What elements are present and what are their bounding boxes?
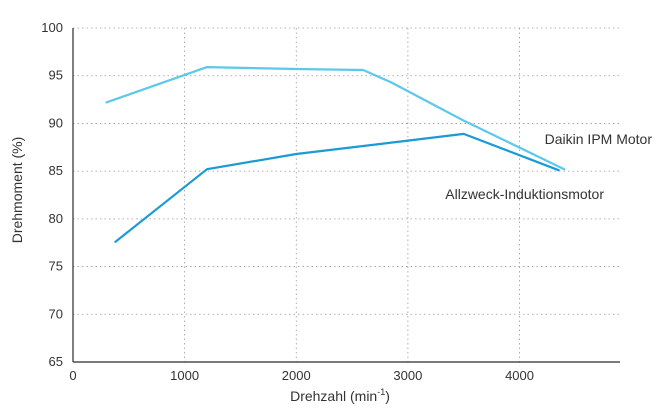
x-axis-title-superscript: -1 <box>377 387 385 397</box>
y-tick-label-100: 100 <box>41 20 63 35</box>
y-tick-label-95: 95 <box>49 68 63 83</box>
x-axis-title-close: ) <box>385 388 390 404</box>
series-line-allzweck-induktionsmotor <box>114 132 560 243</box>
series-lines <box>105 65 566 243</box>
x-tick-label-3000: 3000 <box>393 368 422 383</box>
y-tick-label-90: 90 <box>49 115 63 130</box>
grid <box>73 27 620 362</box>
series-label-allzweck-induktionsmotor: Allzweck-Induktionsmotor <box>445 186 604 202</box>
x-tick-labels: 0 1000 2000 3000 4000 <box>69 368 534 383</box>
y-tick-label-75: 75 <box>49 259 63 274</box>
x-axis-title: Drehzahl (min-1) <box>290 387 390 404</box>
axes <box>72 28 620 363</box>
series-line-daikin-ipm-motor <box>105 65 566 171</box>
series-labels: Daikin IPM Motor Allzweck-Induktionsmotor <box>445 131 652 202</box>
y-axis-title: Drehmoment (%) <box>9 137 25 244</box>
series-label-daikin-ipm-motor: Daikin IPM Motor <box>545 131 653 147</box>
x-tick-label-4000: 4000 <box>505 368 534 383</box>
x-tick-label-1000: 1000 <box>170 368 199 383</box>
y-tick-label-80: 80 <box>49 211 63 226</box>
x-tick-label-2000: 2000 <box>282 368 311 383</box>
x-tick-label-0: 0 <box>69 368 76 383</box>
y-tick-label-70: 70 <box>49 306 63 321</box>
y-tick-label-65: 65 <box>49 354 63 369</box>
y-tick-labels: 65 70 75 80 85 90 95 100 <box>41 20 63 369</box>
x-axis-title-main: Drehzahl (min <box>290 388 377 404</box>
y-tick-label-85: 85 <box>49 163 63 178</box>
